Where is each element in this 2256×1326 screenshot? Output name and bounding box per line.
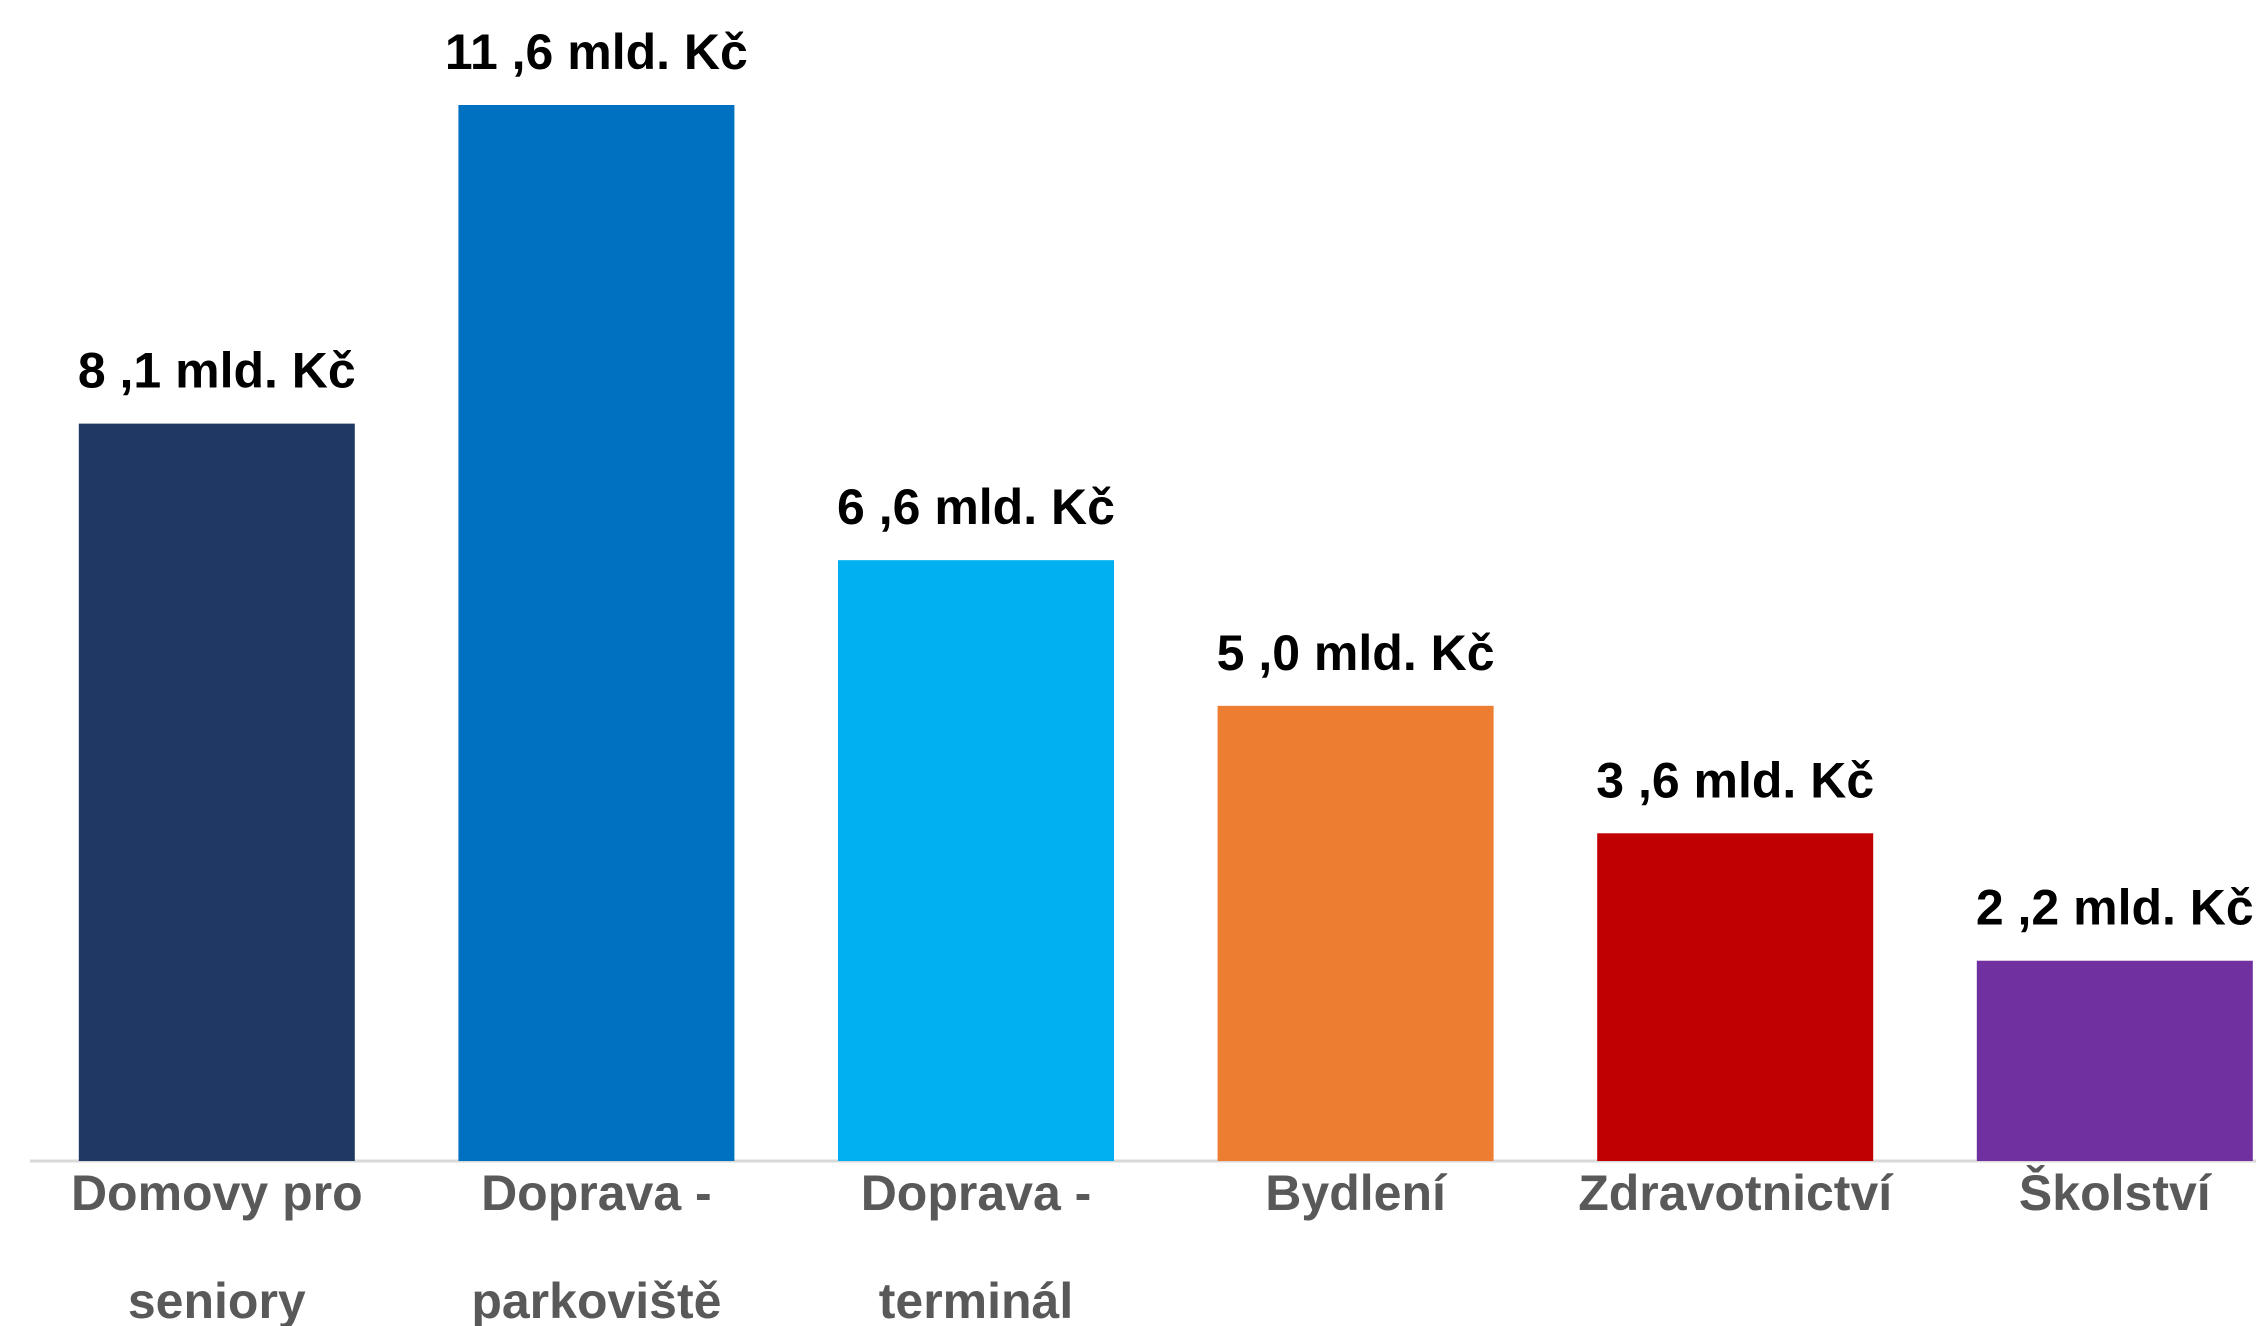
data-label: 3 ,6 mld. Kč — [1596, 752, 1874, 808]
bar — [1597, 833, 1874, 1161]
data-label: 11 ,6 mld. Kč — [445, 24, 748, 80]
bar — [838, 560, 1114, 1161]
x-tick-label: Doprava -parkoviště — [471, 1165, 721, 1326]
x-tick-label: Školství — [2019, 1164, 2213, 1221]
x-tick-label: Doprava -terminál — [861, 1165, 1092, 1326]
x-tick-label: Domovy pro seniory — [71, 1165, 363, 1326]
data-label: 5 ,0 mld. Kč — [1217, 625, 1495, 681]
x-tick-label: Bydlení — [1265, 1165, 1448, 1221]
bar — [1217, 705, 1494, 1161]
x-tick-label: Zdravotnictví — [1578, 1165, 1894, 1221]
bar — [1976, 960, 2253, 1161]
data-label: 8 ,1 mld. Kč — [78, 343, 356, 399]
bar — [458, 105, 735, 1161]
bar — [78, 423, 355, 1161]
data-label: 6 ,6 mld. Kč — [837, 479, 1115, 535]
data-label: 2 ,2 mld. Kč — [1976, 880, 2254, 936]
